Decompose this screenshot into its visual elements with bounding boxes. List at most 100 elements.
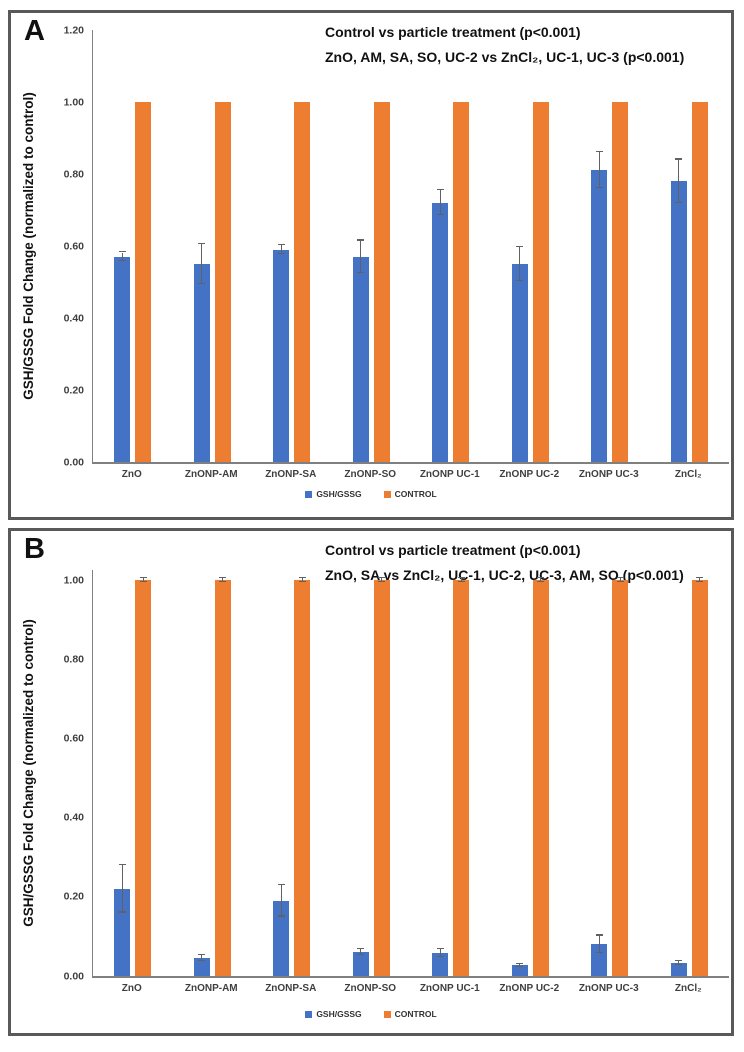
- error-bar-cap: [696, 576, 704, 579]
- bar-gsh-gssg: [591, 170, 608, 462]
- bar-slot: [373, 30, 390, 462]
- panel-a: A Control vs particle treatment (p<0.001…: [8, 10, 734, 520]
- chart-title-b: Control vs particle treatment (p<0.001) …: [325, 538, 684, 588]
- error-bar-cap: [357, 271, 365, 273]
- error-bar-cap: [457, 576, 465, 579]
- x-axis-label: ZnONP UC-2: [499, 983, 560, 994]
- y-tick-label: 1.20: [63, 23, 84, 36]
- y-tick-label: 0.40: [63, 311, 84, 324]
- bar-control: [612, 102, 629, 462]
- bar-group: [252, 30, 332, 462]
- bar-slot: [114, 570, 131, 976]
- plot-area-a: [92, 30, 729, 464]
- bar-slot: [453, 30, 470, 462]
- error-bar-cap: [118, 259, 126, 262]
- bar-control: [691, 102, 708, 462]
- bar-gsh-gssg: [670, 963, 687, 976]
- bar-group: [93, 570, 173, 976]
- legend-item: GSH/GSSG: [305, 1009, 362, 1019]
- error-bar: [540, 578, 542, 582]
- error-bar-cap: [277, 252, 285, 254]
- bar-control: [453, 580, 470, 976]
- error-bar: [280, 245, 282, 254]
- bar-gsh-gssg: [193, 264, 210, 462]
- error-bar: [360, 949, 362, 956]
- y-tick-label: 0.60: [63, 732, 84, 745]
- error-bar-cap: [595, 187, 603, 189]
- bar-slot: [273, 570, 290, 976]
- error-bar-cap: [219, 580, 227, 582]
- error-bar-cap: [198, 960, 206, 962]
- error-bar-cap: [675, 201, 683, 203]
- bar-control: [373, 580, 390, 976]
- legend-color-swatch: [383, 1010, 391, 1018]
- bar-gsh-gssg: [114, 256, 131, 462]
- bar-group: [650, 30, 730, 462]
- error-bar: [598, 152, 600, 189]
- bar-slot: [532, 570, 549, 976]
- error-bar: [360, 240, 362, 273]
- error-bar-cap: [139, 576, 147, 579]
- x-axis-label: ZnONP UC-1: [419, 469, 480, 480]
- error-bar: [301, 578, 303, 582]
- bar-gsh-gssg: [432, 953, 449, 976]
- x-axis-labels: ZnO ZnONP-AM ZnONP-SA ZnONP-SO ZnONP UC-1 ZnO…: [92, 469, 728, 480]
- bar-group: [173, 570, 253, 976]
- x-axis-label: ZnONP-SA: [265, 469, 317, 480]
- error-bar-cap: [357, 239, 365, 241]
- bar-slot: [294, 30, 311, 462]
- error-bar-cap: [675, 964, 683, 966]
- error-bar-cap: [616, 580, 624, 582]
- error-bar-cap: [595, 934, 603, 936]
- error-bar-cap: [357, 947, 365, 950]
- error-bar: [678, 961, 680, 966]
- error-bar-cap: [516, 965, 524, 967]
- y-tick-label: 0.00: [63, 455, 84, 468]
- bar-slot: [432, 570, 449, 976]
- bar-slot: [352, 30, 369, 462]
- bar-group: [491, 570, 571, 976]
- x-axis-label: ZnCl₂: [674, 983, 702, 994]
- bar-control: [453, 102, 470, 462]
- error-bar: [142, 578, 144, 582]
- bar-slot: [432, 30, 449, 462]
- bar-control: [135, 580, 152, 976]
- error-bar: [280, 884, 282, 917]
- bar-slot: [670, 570, 687, 976]
- bar-group: [332, 30, 412, 462]
- x-axis-label: ZnONP-AM: [184, 983, 238, 994]
- bar-control: [294, 580, 311, 976]
- error-bar-cap: [675, 960, 683, 962]
- error-bar-cap: [198, 243, 206, 245]
- legend-color-swatch: [305, 1010, 313, 1018]
- y-tick-label: 0.80: [63, 167, 84, 180]
- bar-group: [332, 570, 412, 976]
- legend-item: CONTROL: [383, 1009, 437, 1019]
- error-bar-cap: [118, 251, 126, 253]
- bar-control: [691, 580, 708, 976]
- bar-slot: [511, 570, 528, 976]
- bar-group: [173, 30, 253, 462]
- bar-group: [411, 570, 491, 976]
- bar-control: [532, 580, 549, 976]
- error-bar-cap: [675, 158, 683, 160]
- y-tick-label: 0.00: [63, 969, 84, 982]
- y-axis-tick-labels: 1.00 0.80 0.60 0.40 0.20 0.00: [11, 570, 84, 981]
- error-bar-cap: [516, 279, 524, 281]
- x-axis-label: ZnONP-SO: [344, 983, 397, 994]
- error-bar: [519, 247, 521, 281]
- y-tick-label: 0.40: [63, 811, 84, 824]
- legend-label: CONTROL: [394, 489, 437, 499]
- bar-slot: [193, 570, 210, 976]
- bar-control: [612, 580, 629, 976]
- bar-group: [570, 30, 650, 462]
- error-bar: [678, 159, 680, 203]
- bar-slot: [591, 30, 608, 462]
- bar-slot: [591, 570, 608, 976]
- legend-item: CONTROL: [383, 489, 437, 499]
- bar-slot: [691, 30, 708, 462]
- error-bar: [201, 955, 203, 962]
- error-bar-cap: [378, 576, 386, 579]
- bar-group: [93, 30, 173, 462]
- bar-control: [294, 102, 311, 462]
